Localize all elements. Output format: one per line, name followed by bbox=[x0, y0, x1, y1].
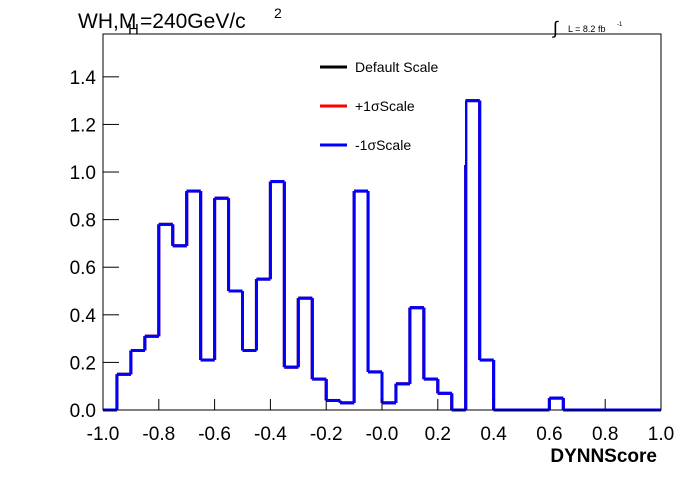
x-tick-label: -0.8 bbox=[142, 424, 175, 445]
y-tick-label: 0.2 bbox=[70, 353, 96, 374]
x-tick-label: 0.4 bbox=[480, 424, 507, 445]
x-tick-label: 0.2 bbox=[425, 424, 451, 445]
x-tick-label: -0.2 bbox=[310, 424, 343, 445]
y-tick-label: 0.0 bbox=[70, 401, 96, 422]
y-tick-label: 1.4 bbox=[70, 68, 97, 89]
title-superscript: 2 bbox=[274, 5, 282, 21]
y-tick-label: 0.4 bbox=[70, 306, 97, 327]
x-tick-label: 0.6 bbox=[536, 424, 562, 445]
x-tick-label: -1.0 bbox=[87, 424, 120, 445]
annotation: ∫ bbox=[551, 18, 559, 38]
x-axis-label: DYNNScore bbox=[550, 446, 657, 467]
y-tick-label: 0.6 bbox=[70, 258, 96, 279]
x-tick-label: 1.0 bbox=[648, 424, 674, 445]
title: =240GeV/c bbox=[140, 10, 246, 33]
x-tick-label: -0.0 bbox=[366, 424, 399, 445]
annotation: L = 8.2 fb bbox=[568, 24, 605, 34]
x-tick-label: 0.8 bbox=[592, 424, 618, 445]
x-tick-label: -0.6 bbox=[198, 424, 231, 445]
title-subscript: H bbox=[128, 21, 139, 38]
y-tick-label: 0.8 bbox=[70, 211, 96, 232]
y-tick-label: 1.2 bbox=[70, 115, 96, 136]
annotation-superscript: -1 bbox=[617, 22, 623, 28]
y-tick-label: 1.0 bbox=[70, 163, 96, 184]
x-tick-label: -0.4 bbox=[254, 424, 287, 445]
legend-label: -1σScale bbox=[355, 137, 411, 153]
legend-label: Default Scale bbox=[355, 59, 438, 75]
title: WH,M bbox=[78, 10, 136, 33]
legend-label: +1σScale bbox=[355, 98, 415, 114]
